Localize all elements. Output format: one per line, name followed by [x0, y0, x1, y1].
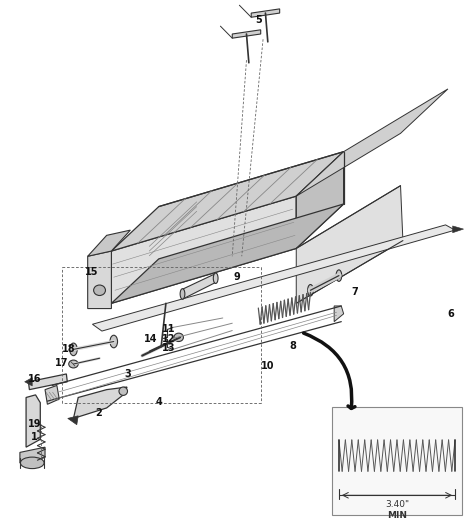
Text: 9: 9 [234, 272, 240, 282]
Text: 18: 18 [62, 344, 75, 355]
Polygon shape [296, 186, 403, 303]
Text: 19: 19 [28, 418, 42, 429]
Text: 11: 11 [162, 324, 175, 335]
Polygon shape [26, 395, 40, 447]
Polygon shape [92, 225, 455, 331]
Text: 10: 10 [261, 361, 274, 371]
Ellipse shape [174, 333, 183, 342]
Ellipse shape [119, 387, 128, 395]
Polygon shape [334, 306, 344, 322]
Polygon shape [28, 374, 67, 390]
Polygon shape [88, 251, 111, 309]
Polygon shape [296, 89, 448, 196]
Polygon shape [232, 30, 261, 38]
Text: 16: 16 [28, 374, 41, 384]
Polygon shape [296, 152, 344, 248]
Ellipse shape [93, 285, 105, 295]
Bar [332, 407, 462, 515]
Ellipse shape [69, 360, 78, 368]
Text: 8: 8 [290, 341, 296, 351]
Ellipse shape [110, 335, 118, 348]
Ellipse shape [308, 285, 313, 296]
Polygon shape [20, 447, 45, 463]
Text: 3: 3 [125, 369, 131, 379]
Text: 1: 1 [31, 431, 37, 442]
Polygon shape [182, 274, 216, 299]
Text: 15: 15 [85, 267, 98, 277]
Text: MIN: MIN [387, 510, 407, 520]
Text: 13: 13 [162, 343, 175, 354]
Text: 6: 6 [447, 309, 454, 319]
Text: 12: 12 [162, 334, 175, 344]
Polygon shape [111, 152, 344, 251]
Polygon shape [453, 226, 464, 233]
Polygon shape [73, 387, 127, 418]
Ellipse shape [213, 273, 218, 283]
Polygon shape [68, 416, 78, 425]
Polygon shape [25, 378, 32, 386]
Polygon shape [111, 204, 344, 303]
Ellipse shape [70, 343, 77, 356]
Text: 7: 7 [351, 287, 358, 297]
Ellipse shape [20, 457, 44, 469]
Text: 2: 2 [95, 408, 102, 418]
Polygon shape [251, 9, 280, 17]
Ellipse shape [336, 270, 342, 281]
Text: 14: 14 [144, 334, 157, 344]
Polygon shape [88, 230, 130, 256]
Text: 5: 5 [255, 15, 262, 25]
Text: 3.40": 3.40" [385, 500, 409, 509]
Polygon shape [111, 196, 296, 303]
Polygon shape [45, 385, 59, 404]
Ellipse shape [180, 289, 185, 299]
Text: 17: 17 [55, 358, 68, 369]
Text: 4: 4 [155, 396, 162, 407]
